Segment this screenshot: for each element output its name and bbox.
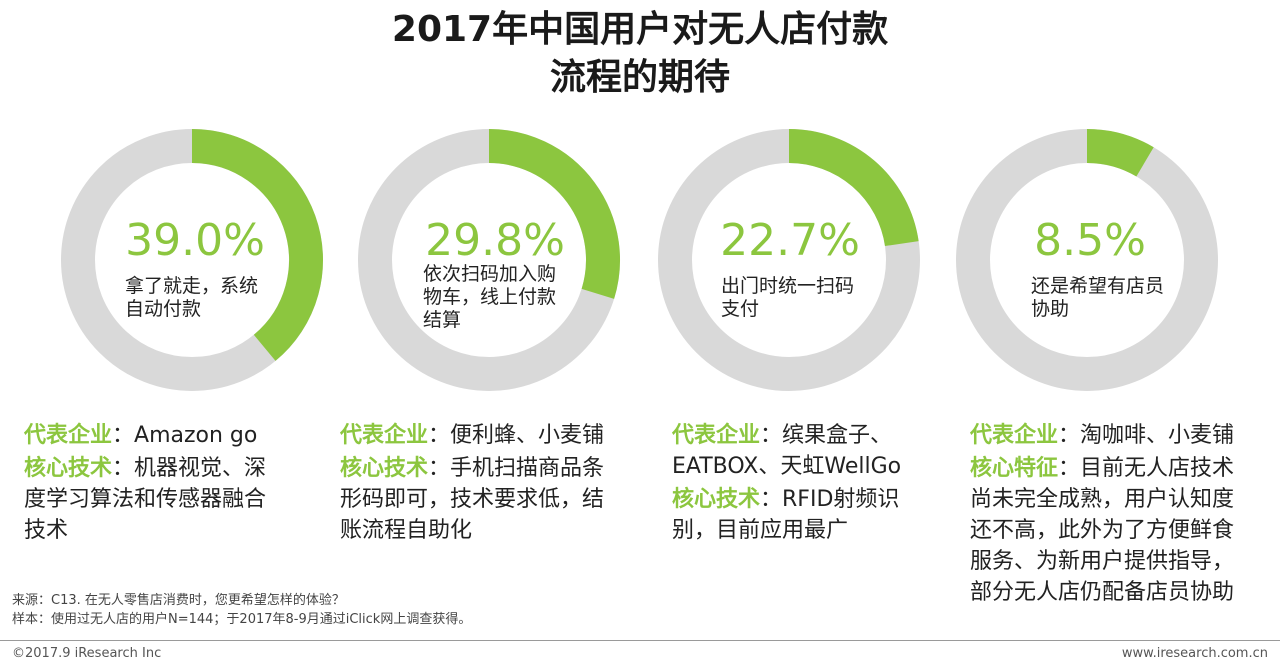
core-label: 核心技术 [672, 487, 761, 512]
core-line: 形码即可，技术要求低，结 [340, 487, 605, 512]
desc-line: 支付 [721, 298, 760, 320]
donut-slice-1 [191, 129, 323, 361]
donut-desc-4: 还是希望有店员 协助 [1031, 275, 1164, 321]
desc-line: 依次扫码加入购 [423, 263, 557, 285]
copyright: ©2017.9 iResearch Inc [12, 646, 162, 661]
core-line: 度学习算法和传感器融合 [24, 487, 267, 512]
rep-label: 代表企业 [24, 423, 113, 448]
core-line: 还不高，此外为了方便鲜食 [970, 518, 1235, 543]
rep-text: ：便利蜂、小麦铺 [428, 423, 605, 448]
info-column-4: 代表企业：淘咖啡、小麦铺 核心特征：目前无人店技术 尚未完全成熟，用户认知度 还… [970, 420, 1270, 610]
website-link[interactable]: www.iresearch.com.cn [1121, 646, 1268, 661]
chart-title: 2017年中国用户对无人店付款 流程的期待 [0, 6, 1280, 102]
info-column-2: 代表企业：便利蜂、小麦铺 核心技术：手机扫描商品条 形码即可，技术要求低，结 账… [340, 420, 640, 548]
rep-company-row: 代表企业：淘咖啡、小麦铺 [970, 420, 1270, 451]
donut-slice-2 [488, 129, 620, 299]
pct-label-4: 8.5% [1034, 215, 1146, 266]
desc-line: 结算 [423, 309, 462, 331]
core-line: ：机器视觉、深 [112, 456, 267, 481]
footer-divider [0, 640, 1280, 641]
core-line: ：手机扫描商品条 [428, 456, 605, 481]
desc-line: 出门时统一扫码 [721, 275, 855, 297]
rep-company-row: 代表企业：便利蜂、小麦铺 [340, 420, 640, 451]
donut-desc-1: 拿了就走，系统 自动付款 [125, 275, 258, 321]
core-tech-row: 核心技术：RFID射频识 别，目前应用最广 [672, 484, 957, 546]
title-line-2: 流程的期待 [549, 57, 730, 98]
rep-label: 代表企业 [672, 423, 761, 448]
core-label: 核心特征 [970, 456, 1059, 481]
core-label: 核心技术 [340, 456, 429, 481]
core-line: ：目前无人店技术 [1058, 456, 1235, 481]
rep-line: ：缤果盒子、 [760, 423, 893, 448]
title-line-1: 2017年中国用户对无人店付款 [391, 9, 889, 50]
info-column-1: 代表企业：Amazon go 核心技术：机器视觉、深 度学习算法和传感器融合 技… [24, 420, 324, 548]
core-feature-row: 核心特征：目前无人店技术 尚未完全成熟，用户认知度 还不高，此外为了方便鲜食 服… [970, 453, 1270, 608]
pct-label-3: 22.7% [720, 215, 860, 266]
donut-desc-3: 出门时统一扫码 支付 [721, 275, 854, 321]
core-line: 账流程自助化 [340, 518, 473, 543]
rep-label: 代表企业 [970, 423, 1059, 448]
core-label: 核心技术 [24, 456, 113, 481]
core-line: 技术 [24, 518, 69, 543]
core-line: 尚未完全成熟，用户认知度 [970, 487, 1235, 512]
sample-note: 样本：使用过无人店的用户N=144；于2017年8-9月通过iClick网上调查… [12, 612, 472, 627]
desc-line: 拿了就走，系统 [125, 275, 259, 297]
donut-desc-2: 依次扫码加入购 物车，线上付款 结算 [423, 263, 556, 332]
core-tech-row: 核心技术：机器视觉、深 度学习算法和传感器融合 技术 [24, 453, 324, 546]
info-column-3: 代表企业：缤果盒子、 EATBOX、天虹WellGo 核心技术：RFID射频识 … [672, 420, 957, 548]
core-line: ：RFID射频识 [760, 487, 900, 512]
pct-label-1: 39.0% [125, 215, 265, 266]
rep-text: ：淘咖啡、小麦铺 [1058, 423, 1235, 448]
core-tech-row: 核心技术：手机扫描商品条 形码即可，技术要求低，结 账流程自助化 [340, 453, 640, 546]
desc-line: 还是希望有店员 [1031, 275, 1165, 297]
desc-line: 协助 [1031, 298, 1070, 320]
desc-line: 物车，线上付款 [423, 286, 557, 308]
donut-slice-3 [788, 129, 919, 247]
pct-label-2: 29.8% [425, 215, 565, 266]
rep-company-row: 代表企业：缤果盒子、 EATBOX、天虹WellGo [672, 420, 957, 482]
source-note: 来源：C13. 在无人零售店消费时，您更希望怎样的体验？ [12, 593, 345, 608]
core-line: 别，目前应用最广 [672, 518, 849, 543]
rep-line: EATBOX、天虹WellGo [672, 454, 902, 479]
rep-text: ：Amazon go [112, 423, 258, 448]
desc-line: 自动付款 [125, 298, 202, 320]
rep-company-row: 代表企业：Amazon go [24, 420, 324, 451]
core-line: 服务、为新用户提供指导， [970, 549, 1235, 574]
core-line: 部分无人店仍配备店员协助 [970, 580, 1235, 605]
donut-slice-4 [1086, 129, 1154, 177]
rep-label: 代表企业 [340, 423, 429, 448]
